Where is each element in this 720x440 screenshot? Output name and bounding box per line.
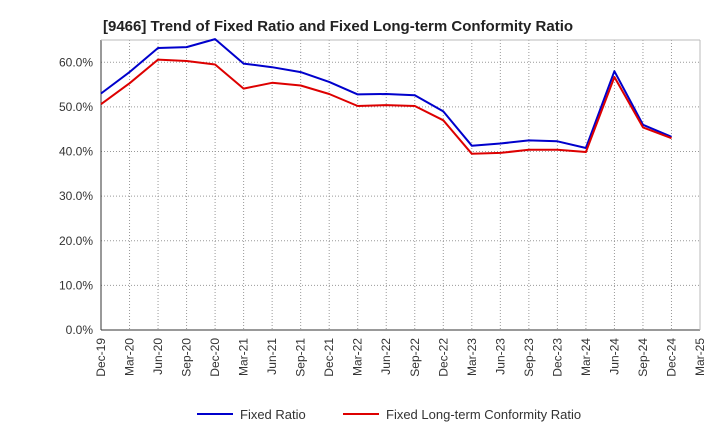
x-tick-label: Mar-23 — [465, 338, 479, 376]
x-tick-label: Mar-21 — [237, 338, 251, 376]
x-tick-label: Sep-23 — [522, 338, 536, 377]
x-tick-label: Dec-19 — [94, 338, 108, 377]
x-tick-label: Sep-21 — [294, 338, 308, 377]
plot-area — [101, 40, 700, 330]
y-tick-label: 20.0% — [59, 234, 93, 248]
x-tick-label: Dec-24 — [664, 338, 678, 377]
x-tick-label: Mar-24 — [579, 338, 593, 376]
series-lines — [100, 38, 672, 155]
series-line-fixed-ratio — [100, 38, 672, 149]
grid-lines — [101, 40, 700, 330]
x-tick-label: Jun-21 — [265, 338, 279, 375]
x-tick-label: Mar-22 — [351, 338, 365, 376]
y-tick-labels: 0.0% 10.0% 20.0% 30.0% 40.0% 50.0% 60.0% — [59, 55, 93, 337]
legend: Fixed Ratio Fixed Long-term Conformity Ra… — [197, 407, 581, 422]
x-tick-label: Mar-20 — [123, 338, 137, 376]
y-tick-label: 30.0% — [59, 189, 93, 203]
chart-title: [9466] Trend of Fixed Ratio and Fixed Lo… — [103, 18, 573, 35]
y-tick-label: 60.0% — [59, 55, 93, 69]
legend-label: Fixed Long-term Conformity Ratio — [386, 407, 581, 422]
y-tick-label: 10.0% — [59, 278, 93, 292]
axes — [100, 39, 701, 331]
x-tick-label: Mar-25 — [693, 338, 707, 376]
y-tick-label: 50.0% — [59, 100, 93, 114]
x-tick-label: Jun-23 — [493, 338, 507, 375]
x-tick-label: Sep-22 — [408, 338, 422, 377]
x-tick-label: Dec-22 — [436, 338, 450, 377]
x-tick-label: Dec-23 — [550, 338, 564, 377]
x-tick-label: Jun-20 — [151, 338, 165, 375]
x-tick-label: Sep-24 — [636, 338, 650, 377]
x-tick-label: Jun-22 — [379, 338, 393, 375]
series-line-fixed-long-term-conformity-ratio — [100, 58, 672, 155]
x-tick-label: Dec-20 — [208, 338, 222, 377]
y-tick-label: 0.0% — [66, 323, 94, 337]
x-tick-labels: Dec-19 Mar-20 Jun-20 Sep-20 Dec-20 Mar-21 Jun-… — [94, 338, 707, 377]
y-tick-label: 40.0% — [59, 145, 93, 159]
x-tick-label: Dec-21 — [322, 338, 336, 377]
x-tick-label: Jun-24 — [607, 338, 621, 375]
legend-label: Fixed Ratio — [240, 407, 306, 422]
x-tick-label: Sep-20 — [180, 338, 194, 377]
